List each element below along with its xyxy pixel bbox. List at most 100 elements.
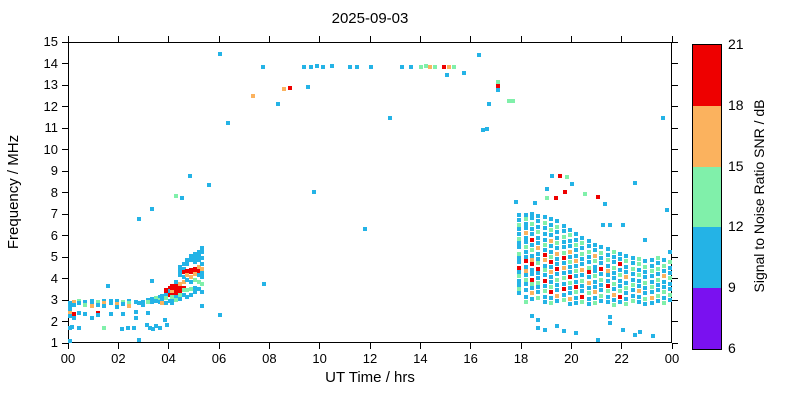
x-tick-top	[570, 36, 572, 42]
data-point	[530, 237, 535, 242]
data-point	[574, 253, 579, 258]
data-point	[592, 264, 597, 269]
data-point	[369, 64, 373, 69]
data-point	[630, 261, 635, 266]
data-point	[643, 259, 648, 264]
data-point	[321, 64, 326, 69]
data-point	[530, 267, 535, 272]
data-point	[77, 301, 82, 306]
data-point	[638, 330, 643, 335]
data-point	[530, 226, 535, 231]
data-point	[530, 277, 535, 282]
data-point	[530, 286, 535, 291]
data-point	[530, 221, 535, 226]
data-point	[567, 260, 572, 265]
data-point	[542, 278, 547, 283]
data-point	[177, 296, 182, 301]
data-point	[574, 263, 579, 268]
data-point	[637, 257, 642, 262]
x-axis-label: UT Time / hrs	[325, 369, 415, 386]
data-point	[189, 275, 194, 280]
data-point	[200, 290, 205, 295]
data-point	[102, 301, 107, 306]
data-point	[605, 247, 610, 252]
data-point	[542, 243, 547, 248]
data-point	[599, 277, 604, 282]
data-point	[668, 265, 673, 270]
data-point	[542, 258, 547, 263]
data-point	[133, 300, 138, 305]
data-point	[517, 291, 522, 296]
data-point	[127, 301, 132, 306]
data-point	[548, 233, 553, 238]
data-point	[530, 291, 535, 296]
data-point	[189, 258, 194, 263]
data-point	[517, 226, 522, 231]
data-point	[206, 182, 211, 187]
data-point	[555, 323, 560, 328]
data-point	[586, 244, 591, 249]
data-point	[89, 301, 94, 306]
data-point	[618, 267, 623, 272]
data-point	[523, 221, 528, 226]
data-point	[548, 269, 553, 274]
data-point	[153, 299, 158, 303]
data-point	[170, 301, 175, 306]
data-point	[574, 290, 579, 295]
data-point	[542, 267, 547, 272]
data-point	[137, 217, 142, 222]
data-point	[452, 64, 457, 69]
data-point	[574, 274, 579, 279]
y-tick	[62, 321, 68, 322]
data-point	[150, 278, 155, 283]
data-point	[586, 280, 591, 285]
x-tick-top	[319, 36, 321, 42]
data-point	[542, 220, 547, 225]
data-point	[662, 290, 667, 295]
y-tick-right	[672, 41, 678, 43]
data-point	[542, 328, 547, 333]
data-point	[574, 268, 579, 273]
data-point	[649, 290, 654, 295]
x-tick-label: 08	[262, 351, 277, 366]
data-point	[530, 243, 535, 248]
data-point	[611, 297, 616, 302]
data-point	[574, 285, 579, 290]
x-tick-label: 00	[664, 351, 680, 366]
data-point	[555, 230, 560, 235]
data-point	[157, 297, 162, 302]
data-point	[618, 294, 623, 299]
data-point	[177, 288, 182, 293]
data-point	[302, 64, 307, 69]
chart-title: 2025-09-03	[331, 10, 409, 27]
data-point	[192, 277, 197, 282]
data-point	[173, 297, 178, 302]
data-point	[167, 299, 172, 303]
data-point	[218, 312, 222, 317]
y-tick-label: 12	[43, 98, 58, 114]
data-point	[517, 278, 522, 283]
y-tick	[62, 278, 68, 279]
data-point	[662, 279, 667, 284]
y-tick-right	[672, 63, 678, 64]
data-point	[555, 257, 560, 262]
data-point	[167, 289, 172, 294]
data-point	[555, 272, 560, 277]
data-point	[561, 297, 566, 302]
data-point	[574, 301, 579, 306]
data-point	[177, 292, 182, 297]
data-point	[618, 283, 623, 288]
x-tick	[218, 343, 220, 349]
data-point	[624, 296, 629, 301]
data-point	[542, 283, 547, 288]
data-point	[517, 213, 522, 217]
data-point	[147, 325, 152, 330]
y-tick-right	[672, 127, 678, 129]
data-point	[523, 254, 528, 259]
data-point	[517, 287, 522, 292]
data-point	[185, 268, 190, 273]
data-point	[655, 256, 660, 260]
data-point	[599, 266, 604, 271]
data-point	[555, 224, 560, 229]
data-point	[567, 254, 572, 259]
